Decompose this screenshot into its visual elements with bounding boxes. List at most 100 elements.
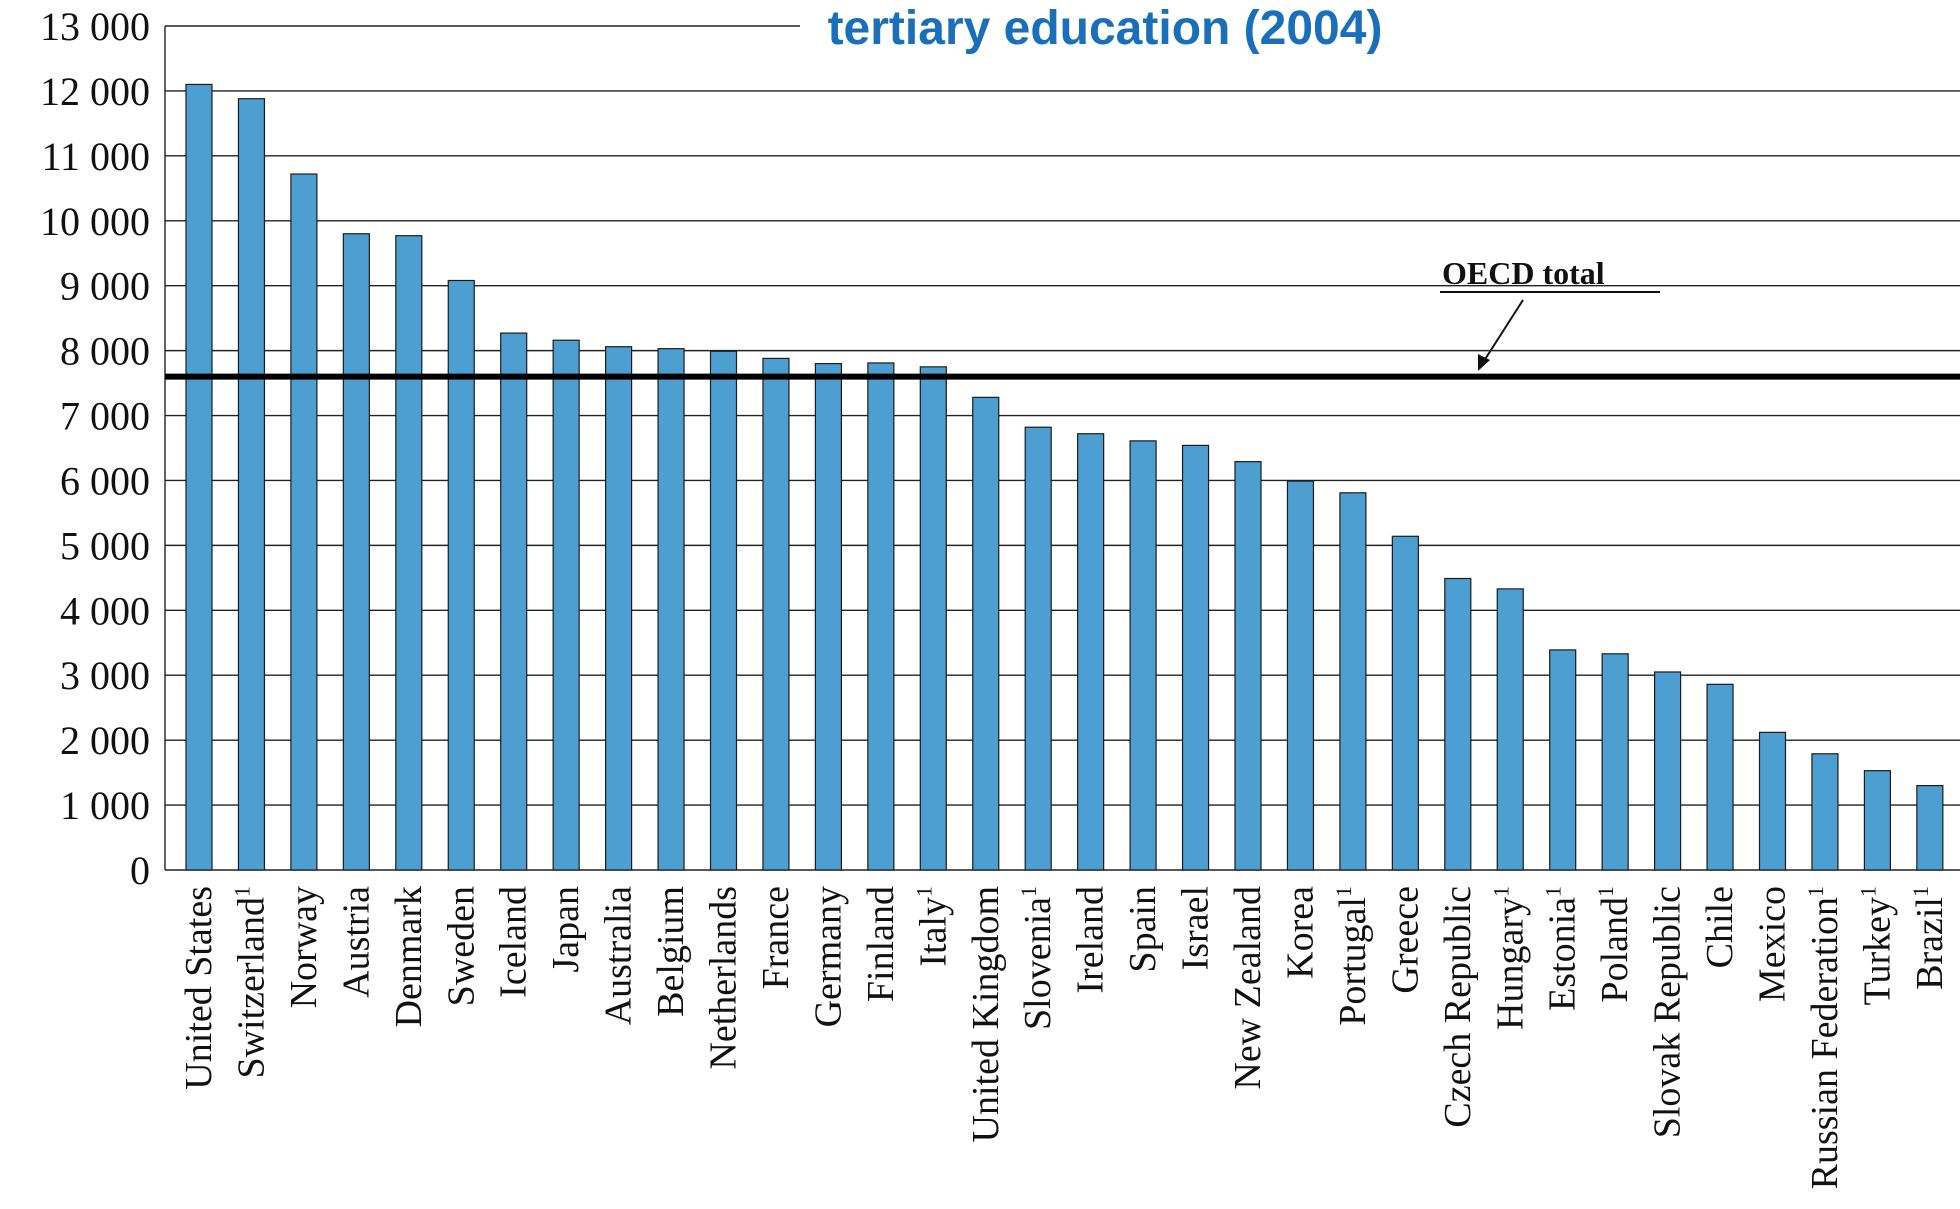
bar-new-zealand [1234,461,1262,871]
reference-arrow [1481,299,1524,365]
footnote-mark: 1 [1908,886,1933,897]
footnote-mark: 1 [1016,886,1041,897]
x-tick-label: Finland [860,886,902,1002]
y-tick-label: 0 [130,848,150,893]
x-tick-label: Poland1 [1593,886,1636,1003]
x-tick-label: Italy1 [911,886,954,967]
footnote-mark: 1 [1593,886,1618,897]
bar-netherlands [709,350,738,871]
bar-russian-federation [1811,753,1839,871]
x-tick-label: Slovenia1 [1016,886,1059,1030]
bar-denmark [395,235,423,871]
y-tick-label: 10 000 [40,199,150,244]
x-tick-label: Mexico [1752,886,1794,1002]
x-tick-label: Australia [598,886,640,1025]
bar-united-kingdom [972,396,1000,871]
x-tick-label: Sweden [440,886,482,1006]
x-tick-label: Spain [1122,886,1164,973]
bar-korea [1286,480,1315,871]
x-tick-label: Japan [545,886,587,973]
x-tick-label: Norway [283,886,325,1008]
y-tick-label: 3 000 [60,653,150,698]
y-tick-label: 13 000 [40,4,150,49]
bar-slovak-republic [1653,671,1682,871]
x-tick-label: Greece [1384,886,1426,994]
bar-belgium [657,348,685,871]
bar-iceland [500,332,528,871]
bar-spain [1129,440,1157,871]
x-tick-label: Belgium [650,886,692,1017]
x-tick-label: United Kingdom [965,886,1007,1142]
x-tick-label: Switzerland1 [229,886,272,1079]
x-tick-label: Czech Republic [1437,886,1479,1128]
footnote-mark: 1 [1803,886,1828,897]
x-tick-label: New Zealand [1227,886,1269,1090]
x-tick-label: Chile [1699,886,1741,968]
footnote-mark: 1 [1331,886,1356,897]
y-axis-ticks: 0 1 000 2 000 3 000 4 000 5 000 6 000 7 000 8 00… [40,4,150,893]
footnote-mark: 1 [1541,886,1566,897]
y-tick-label: 6 000 [60,458,150,503]
reference-arrowhead [1478,354,1490,371]
bar-finland [867,362,895,871]
y-tick-label: 7 000 [60,394,150,439]
footnote-mark: 1 [1855,886,1880,897]
x-tick-label: Estonia1 [1541,886,1584,1011]
bar-mexico [1758,731,1787,871]
bar-greece [1391,535,1419,871]
y-tick-label: 11 000 [41,134,150,179]
bar-switzerland [237,98,266,871]
bar-estonia [1549,649,1577,871]
chart-title: tertiary education (2004) [828,2,1383,55]
bar-france [762,357,790,871]
x-tick-label: Ireland [1070,886,1112,994]
x-tick-label: Denmark [388,886,430,1027]
footnote-mark: 1 [1488,886,1513,897]
y-tick-label: 1 000 [60,783,150,828]
reference-line-label: OECD total [1442,255,1605,291]
bar-portugal [1339,492,1367,871]
x-tick-label: Brazil1 [1908,886,1951,990]
x-tick-label: Austria [335,886,377,998]
bar-brazil [1916,784,1944,871]
x-tick-label: Slovak Republic [1647,886,1689,1138]
bar-italy [919,366,947,871]
bar-israel [1181,444,1210,871]
bar-japan [552,339,580,871]
bar-united-states [185,83,213,871]
y-tick-label: 8 000 [60,329,150,374]
x-tick-label: Iceland [493,886,535,998]
x-tick-label: Russian Federation1 [1803,886,1846,1189]
x-tick-label: Korea [1279,886,1321,979]
bar-norway [290,173,318,871]
bar-austria [342,233,370,871]
y-tick-label: 12 000 [40,69,150,114]
y-tick-label: 2 000 [60,718,150,763]
bar-poland [1601,653,1629,871]
bar-turkey [1863,770,1892,871]
x-tick-label: Germany [807,886,849,1027]
x-tick-label: United States [178,886,220,1090]
y-tick-label: 4 000 [60,588,150,633]
bar-ireland [1077,433,1105,871]
x-axis-ticks: United States Switzerland1 Norway Austria De… [178,886,1951,1189]
x-tick-label: Turkey1 [1855,886,1898,1005]
bar-australia [604,346,633,871]
bars [185,83,1944,871]
x-tick-label: Portugal1 [1331,886,1374,1026]
y-tick-label: 5 000 [60,523,150,568]
x-tick-label: Israel [1175,886,1217,970]
bar-slovenia [1024,426,1052,871]
x-tick-label: Hungary1 [1488,886,1531,1030]
footnote-mark: 1 [911,886,936,897]
bar-hungary [1496,588,1524,871]
bar-germany [814,363,843,871]
oecd-total-reference: OECD total [165,255,1960,380]
x-tick-label: France [755,886,797,989]
bar-czech-republic [1444,577,1472,871]
bar-sweden [447,279,475,871]
gridlines [164,25,1960,871]
bar-chile [1706,683,1734,871]
footnote-mark: 1 [229,886,254,897]
